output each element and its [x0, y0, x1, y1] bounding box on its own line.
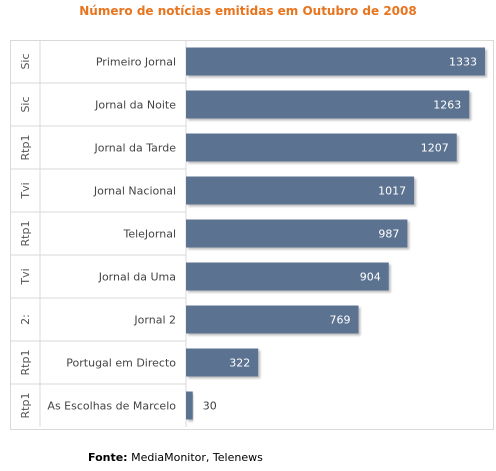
group-label: Rtp1	[19, 221, 32, 247]
bar	[186, 176, 415, 205]
category-label: Jornal da Tarde	[93, 142, 176, 155]
chart-title: Número de notícias emitidas em Outubro d…	[79, 4, 417, 18]
group-label: Tvi	[19, 182, 32, 199]
value-label: 1207	[421, 142, 449, 155]
group-label: Tvi	[19, 268, 32, 285]
category-label: As Escolhas de Marcelo	[47, 400, 176, 413]
category-label: Jornal da Uma	[98, 271, 176, 284]
category-label: Primeiro Jornal	[96, 56, 176, 69]
group-label: Rtp1	[19, 393, 32, 419]
value-label: 769	[329, 314, 350, 327]
value-label: 904	[360, 271, 381, 284]
bar	[186, 47, 485, 76]
category-label: Jornal Nacional	[93, 185, 176, 198]
source-label: Fonte:	[88, 451, 128, 464]
bar	[186, 133, 457, 162]
group-label: 2:	[19, 314, 32, 325]
category-label: TeleJornal	[122, 228, 176, 241]
bar	[186, 262, 389, 291]
category-label: Portugal em Directo	[66, 357, 176, 370]
group-label: Sic	[19, 96, 32, 112]
value-label: 322	[229, 357, 250, 370]
category-label: Jornal 2	[133, 314, 176, 327]
value-label: 987	[378, 228, 399, 241]
value-label: 1263	[433, 99, 461, 112]
bar	[186, 305, 359, 334]
source-text: MediaMonitor, Telenews	[131, 451, 263, 464]
group-label: Rtp1	[19, 135, 32, 161]
group-label: Rtp1	[19, 350, 32, 376]
bar	[186, 391, 193, 420]
bar	[186, 90, 470, 119]
bar	[186, 348, 259, 377]
group-label: Sic	[19, 53, 32, 69]
chart-frame	[10, 40, 494, 430]
value-label: 1017	[378, 185, 406, 198]
category-label: Jornal da Noite	[94, 99, 176, 112]
value-label: 1333	[449, 56, 477, 69]
source-note: Fonte: MediaMonitor, Telenews	[88, 451, 263, 464]
value-label: 30	[203, 400, 217, 413]
bar	[186, 219, 408, 248]
